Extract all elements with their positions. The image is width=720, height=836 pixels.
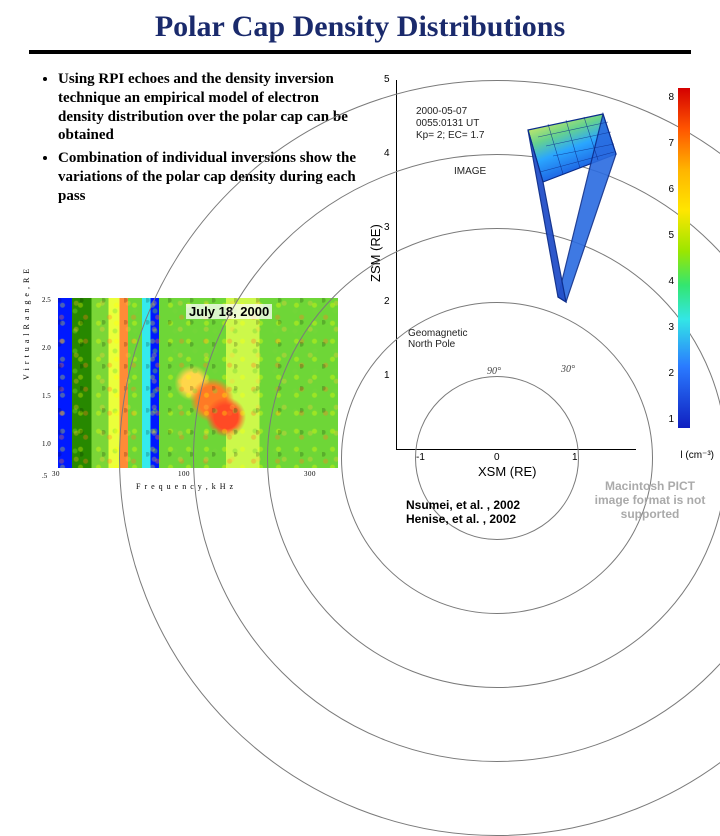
citation-line: Nsumei, et al. , 2002 [406,498,520,512]
ytick: 3 [384,222,390,233]
cbar-tick: 5 [668,230,674,241]
cbar-tick: 7 [668,138,674,149]
citations: Nsumei, et al. , 2002 Henise, et al. , 2… [406,498,520,527]
xtick: 1 [572,452,578,463]
annot-image: IMAGE [454,166,486,177]
spectrogram-ytick: 2.5 [42,296,51,304]
ytick: 5 [384,74,390,85]
cbar-tick: 2 [668,368,674,379]
ytick: 1 [384,370,390,381]
cbar-label: l (cm⁻³) [680,450,714,461]
citation-line: Henise, et al. , 2002 [406,512,520,526]
cbar-tick: 3 [668,322,674,333]
cbar-tick: 1 [668,414,674,425]
polar-plot-ylabel: ZSM (RE) [368,224,383,282]
annot-geo: Geomagnetic North Pole [408,328,467,350]
spectrogram-xtick: 30 [52,470,60,478]
spectrogram-ytick: 1.5 [42,392,51,400]
spectrogram-ytick: 2.0 [42,344,51,352]
cbar-tick: 4 [668,276,674,287]
xtick: 0 [494,452,500,463]
polar-plot-panel: 30° 90° ZSM (RE) XSM (RE) 5 4 3 2 1 -1 0… [368,72,708,492]
pict-unsupported-msg: Macintosh PICT image format is not suppo… [590,480,710,521]
colorbar [678,88,690,428]
polar-plot-xlabel: XSM (RE) [478,464,537,479]
annot-time: 0055:0131 UT [416,118,479,129]
xtick: -1 [416,452,425,463]
arc-label-90: 90° [487,366,501,377]
spectrogram-ytick: .5 [42,472,47,480]
spectrogram-ytick: 1.0 [42,440,51,448]
ytick: 2 [384,296,390,307]
annot-kp: Kp= 2; EC= 1.7 [416,130,484,141]
title-rule [29,50,691,54]
page-title: Polar Cap Density Distributions [0,0,720,50]
annot-date: 2000-05-07 [416,106,467,117]
density-wedge [508,112,628,312]
cbar-tick: 6 [668,184,674,195]
cbar-tick: 8 [668,92,674,103]
spectrogram-ylabel: V i r t u a l R a n g e , R E [22,268,31,380]
ytick: 4 [384,148,390,159]
arc-label: 30° [561,364,575,375]
